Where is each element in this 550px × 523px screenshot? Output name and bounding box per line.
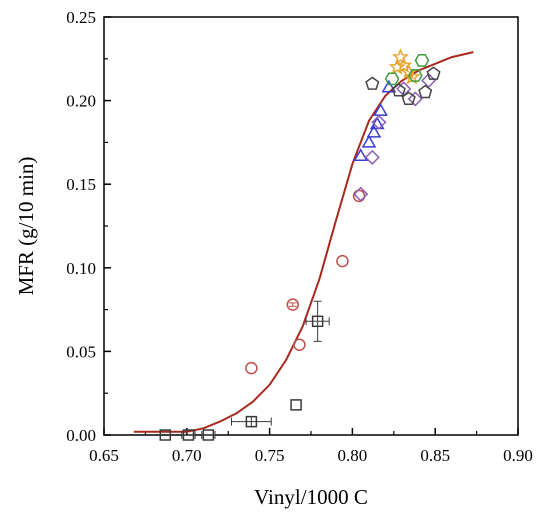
y-tick-label: 0.20 (66, 92, 96, 111)
y-axis: 0.00 0.05 0.10 0.15 0.20 0.25 (66, 8, 111, 445)
x-tick-label: 0.65 (89, 446, 119, 465)
x-axis-label: Vinyl/1000 C (254, 485, 368, 509)
series-hexagon (384, 54, 430, 86)
data-point-triangle (366, 124, 382, 138)
series-triangle (353, 79, 397, 162)
data-point-hexagon (414, 54, 430, 67)
data-point-triangle (373, 103, 388, 116)
data-point-circle (336, 254, 349, 268)
fit-curve-layer (133, 51, 474, 433)
y-tick-label: 0.25 (66, 8, 96, 27)
data-point-pentagon (418, 84, 433, 99)
x-tick-label: 0.80 (338, 446, 368, 465)
series-square (159, 300, 330, 441)
series-star (388, 47, 421, 85)
data-point-square (290, 399, 302, 411)
data-point-diamond (353, 186, 369, 202)
data-point-pentagon (391, 83, 406, 97)
data-point-triangle (361, 134, 377, 148)
data-point-pentagon (401, 91, 416, 105)
data-point-square (182, 429, 195, 441)
y-tick-label: 0.15 (66, 175, 96, 194)
data-point-diamond (407, 91, 423, 107)
data-point-triangle (353, 148, 368, 162)
data-point-pentagon (426, 66, 441, 80)
data-point-circle (293, 338, 306, 351)
data-point-diamond (371, 114, 387, 130)
x-tick-label: 0.75 (255, 446, 285, 465)
data-point-hexagon (384, 72, 400, 86)
data-point-square (311, 315, 324, 328)
x-tick-label: 0.85 (420, 446, 450, 465)
data-point-triangle (381, 79, 397, 93)
x-tick-label: 0.90 (503, 446, 533, 465)
plot-frame (103, 16, 519, 436)
data-point-star (388, 58, 406, 75)
data-point-square (245, 415, 258, 428)
data-point-diamond (421, 72, 437, 89)
data-point-pentagon (365, 76, 380, 90)
y-axis-label: MFR (g/10 min) (14, 157, 38, 296)
y-tick-label: 0.10 (66, 259, 96, 278)
y-tick-label: 0.05 (66, 342, 96, 361)
x-axis: 0.65 0.70 0.75 0.80 0.85 0.90 (89, 428, 533, 465)
data-point-circle (245, 361, 258, 375)
data-point-star (395, 56, 413, 73)
data-point-circle (286, 298, 300, 311)
data-markers-layer (159, 47, 441, 441)
data-point-diamond (364, 149, 380, 165)
data-point-hexagon (407, 69, 423, 82)
fit-curve (133, 51, 474, 433)
data-point-square (159, 429, 172, 441)
series-circle (245, 189, 366, 375)
y-tick-label: 0.00 (66, 426, 96, 445)
series-pentagon (365, 66, 441, 105)
data-point-square (202, 429, 215, 441)
data-point-star (391, 47, 410, 65)
x-tick-label: 0.70 (172, 446, 202, 465)
